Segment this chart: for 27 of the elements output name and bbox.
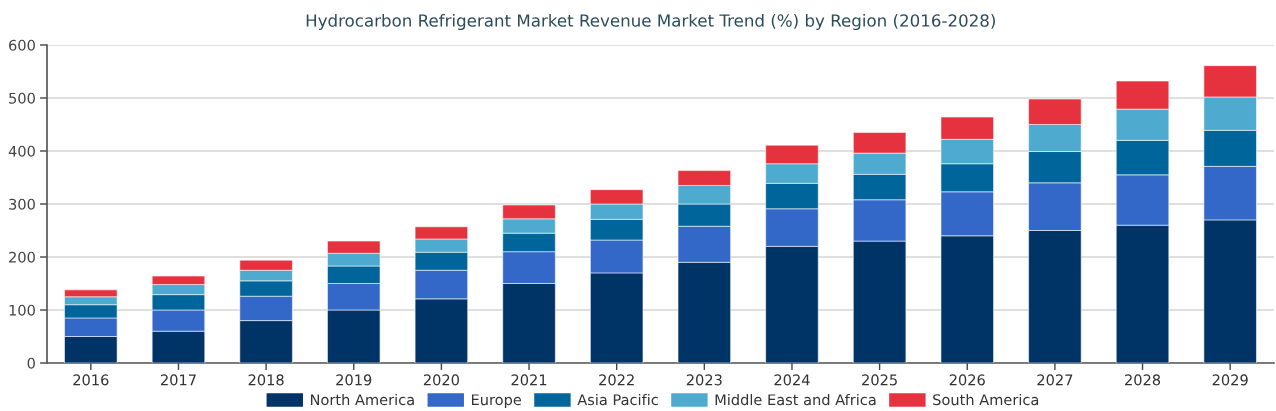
x-tick-label: 2026 (949, 374, 985, 386)
x-tick-label: 2025 (862, 374, 897, 386)
legend-label: Asia Pacific (577, 393, 658, 406)
x-tick-label: 2029 (1212, 374, 1248, 386)
y-tick-label: 100 (9, 304, 35, 316)
y-tick-label: 500 (9, 92, 35, 104)
x-tick-label: 2024 (774, 374, 810, 386)
y-tick-label: 300 (9, 198, 35, 210)
x-tick-label: 2020 (423, 374, 459, 386)
y-tick-label: 200 (9, 251, 35, 263)
y-tick-label: 600 (9, 39, 35, 51)
x-tick-label: 2016 (73, 374, 109, 386)
legend-label: Europe (471, 394, 522, 409)
legend-label: North America (310, 393, 414, 406)
y-tick-label: 400 (8, 145, 35, 157)
x-tick-label: 2022 (599, 374, 634, 386)
x-tick-label: 2019 (336, 374, 372, 386)
y-tick-label: 0 (27, 357, 35, 369)
legend-label: Middle East and Africa (715, 393, 876, 406)
x-tick-label: 2017 (160, 374, 196, 386)
x-tick-label: 2028 (1125, 374, 1161, 386)
x-tick-label: 2023 (686, 374, 722, 386)
chart-title: Hydrocarbon Refrigerant Market Revenue Market Trend (%) by Region (2016-2028) (306, 13, 995, 31)
x-tick-label: 2021 (511, 374, 547, 386)
legend-label: South America (933, 393, 1039, 406)
x-tick-label: 2018 (248, 374, 284, 386)
x-tick-label: 2027 (1037, 374, 1073, 386)
